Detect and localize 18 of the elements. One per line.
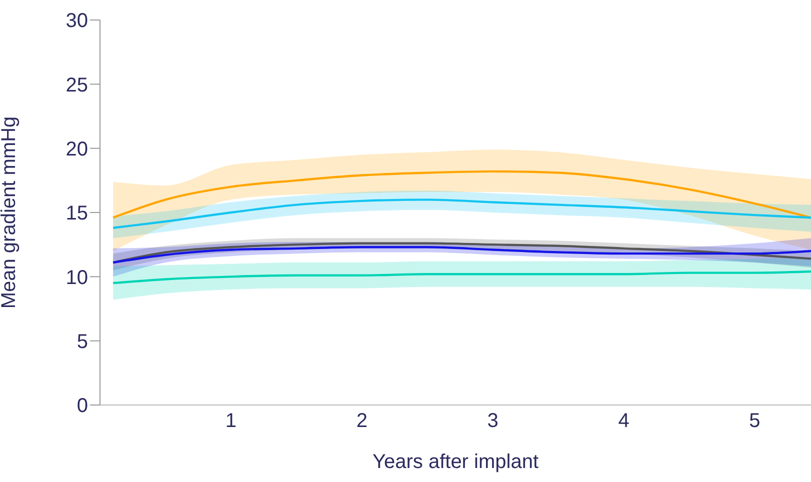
y-axis-title: Mean gradient mmHg (0, 116, 20, 309)
x-tick-label: 1 (225, 410, 236, 432)
y-tick-label: 10 (66, 266, 88, 289)
x-axis-title: Years after implant (372, 451, 539, 473)
line-series (112, 246, 811, 264)
y-tick-label: 0 (76, 395, 88, 418)
line-series (112, 170, 811, 219)
y-tick-label: 30 (66, 10, 88, 32)
line-series (112, 198, 811, 229)
line-series (112, 270, 811, 284)
y-tick-label: 25 (66, 74, 88, 96)
x-tick-label: 5 (749, 410, 760, 432)
x-tick-label: 4 (618, 410, 630, 432)
y-tick-label: 20 (66, 138, 88, 160)
y-tick-label: 5 (76, 330, 88, 353)
x-tick-label: 3 (487, 410, 498, 432)
y-tick-label: 15 (66, 202, 88, 225)
x-tick-label: 2 (356, 410, 368, 432)
